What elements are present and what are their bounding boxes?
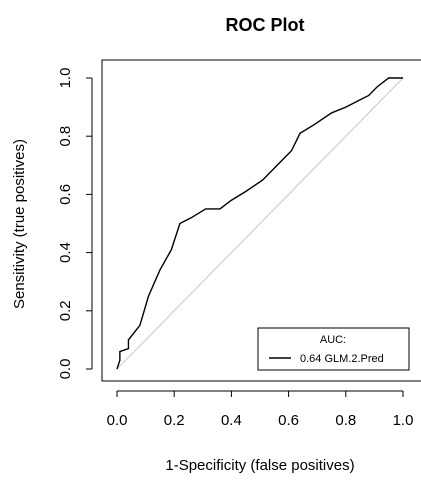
y-tick-label: 0.0	[57, 359, 74, 380]
y-tick-label: 1.0	[57, 68, 74, 89]
reference-diagonal-line	[116, 77, 404, 370]
legend-title: AUC:	[320, 334, 346, 346]
y-tick-label: 0.2	[57, 300, 74, 321]
x-tick-label: 0.8	[335, 412, 356, 429]
x-tick-label: 0.0	[107, 412, 128, 429]
chart-title: ROC Plot	[226, 15, 305, 35]
legend-box	[257, 327, 410, 371]
y-tick-label: 0.8	[57, 126, 74, 147]
x-axis-label: 1-Specificity (false positives)	[165, 457, 354, 474]
y-tick-label: 0.4	[57, 242, 74, 263]
x-tick-label: 1.0	[393, 412, 414, 429]
x-tick-label: 0.4	[221, 412, 242, 429]
legend: AUC: 0.64 GLM.2.Pred	[257, 327, 410, 371]
plot-frame	[101, 59, 421, 382]
legend-series-label: 0.64 GLM.2.Pred	[300, 353, 384, 365]
y-axis-ticks: 0.0 0.2 0.4 0.6 0.8 1.0	[57, 68, 92, 380]
y-axis-label: Sensitivity (true positives)	[11, 139, 28, 309]
x-axis-ticks: 0.0 0.2 0.4 0.6 0.8 1.0	[107, 391, 414, 429]
x-tick-label: 0.6	[278, 412, 299, 429]
roc-curve	[116, 77, 403, 370]
y-tick-label: 0.6	[57, 184, 74, 205]
x-tick-label: 0.2	[164, 412, 185, 429]
